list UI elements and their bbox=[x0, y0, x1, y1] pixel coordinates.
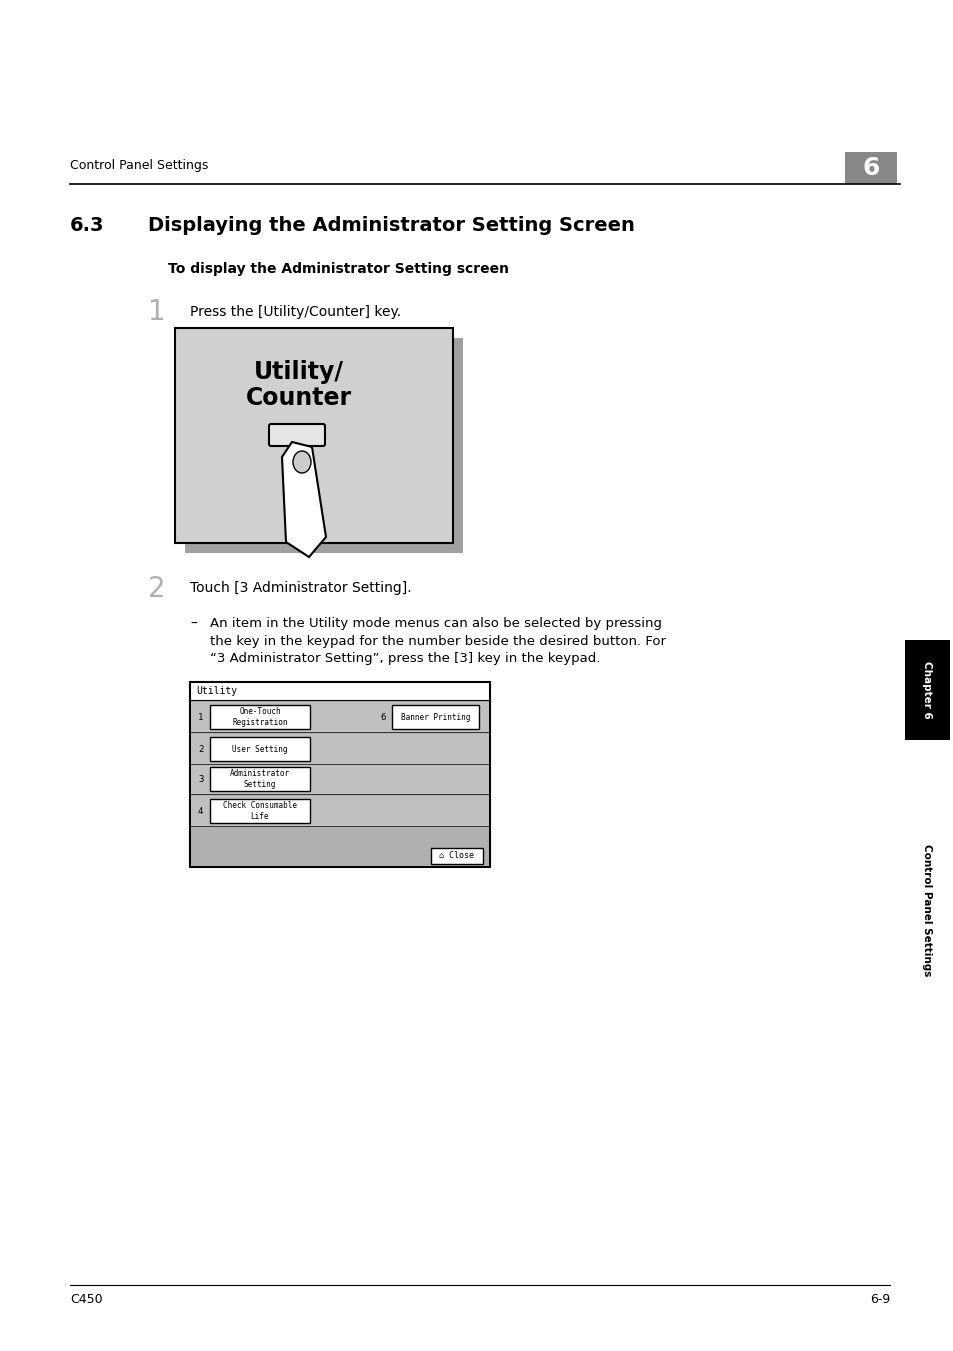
Text: ⌂ Close: ⌂ Close bbox=[439, 851, 474, 861]
FancyBboxPatch shape bbox=[210, 705, 310, 730]
FancyBboxPatch shape bbox=[174, 328, 453, 543]
FancyBboxPatch shape bbox=[191, 734, 489, 765]
Text: 1: 1 bbox=[148, 299, 166, 326]
Text: Control Panel Settings: Control Panel Settings bbox=[70, 158, 208, 172]
Text: C450: C450 bbox=[70, 1293, 103, 1306]
Text: User Setting: User Setting bbox=[232, 744, 288, 754]
Text: 6: 6 bbox=[862, 155, 879, 180]
FancyBboxPatch shape bbox=[191, 700, 489, 851]
Text: An item in the Utility mode menus can also be selected by pressing
the key in th: An item in the Utility mode menus can al… bbox=[210, 617, 665, 665]
FancyBboxPatch shape bbox=[210, 738, 310, 761]
Text: To display the Administrator Setting screen: To display the Administrator Setting scr… bbox=[168, 262, 509, 276]
FancyBboxPatch shape bbox=[210, 798, 310, 823]
Text: One-Touch
Registration: One-Touch Registration bbox=[232, 708, 288, 727]
Text: –: – bbox=[190, 617, 196, 631]
Text: Press the [Utility/Counter] key.: Press the [Utility/Counter] key. bbox=[190, 305, 400, 319]
FancyBboxPatch shape bbox=[191, 796, 489, 825]
Text: Control Panel Settings: Control Panel Settings bbox=[921, 844, 931, 977]
FancyBboxPatch shape bbox=[191, 703, 489, 732]
Text: 2: 2 bbox=[198, 744, 203, 754]
Text: 3: 3 bbox=[198, 774, 203, 784]
FancyBboxPatch shape bbox=[269, 424, 325, 446]
Text: Touch [3 Administrator Setting].: Touch [3 Administrator Setting]. bbox=[190, 581, 411, 594]
Text: 1: 1 bbox=[198, 712, 203, 721]
Text: Utility: Utility bbox=[195, 686, 237, 696]
FancyBboxPatch shape bbox=[210, 767, 310, 790]
FancyBboxPatch shape bbox=[431, 848, 482, 865]
Ellipse shape bbox=[293, 451, 311, 473]
FancyBboxPatch shape bbox=[191, 765, 489, 794]
FancyBboxPatch shape bbox=[904, 640, 949, 740]
Text: Chapter 6: Chapter 6 bbox=[921, 661, 931, 719]
Text: 6: 6 bbox=[379, 712, 385, 721]
FancyBboxPatch shape bbox=[392, 705, 478, 730]
Text: Counter: Counter bbox=[246, 386, 352, 409]
FancyBboxPatch shape bbox=[185, 338, 462, 553]
Text: 6.3: 6.3 bbox=[70, 216, 105, 235]
Text: Displaying the Administrator Setting Screen: Displaying the Administrator Setting Scr… bbox=[148, 216, 634, 235]
FancyBboxPatch shape bbox=[844, 153, 896, 184]
Text: Utility/: Utility/ bbox=[253, 359, 344, 384]
Text: Banner Printing: Banner Printing bbox=[400, 712, 470, 721]
FancyBboxPatch shape bbox=[191, 851, 489, 866]
Text: Check Consumable
Life: Check Consumable Life bbox=[223, 801, 296, 820]
Text: 2: 2 bbox=[148, 576, 166, 603]
Text: Administrator
Setting: Administrator Setting bbox=[230, 769, 290, 789]
Polygon shape bbox=[282, 442, 326, 557]
FancyBboxPatch shape bbox=[190, 682, 490, 867]
Text: 4: 4 bbox=[198, 807, 203, 816]
Text: 6-9: 6-9 bbox=[869, 1293, 889, 1306]
